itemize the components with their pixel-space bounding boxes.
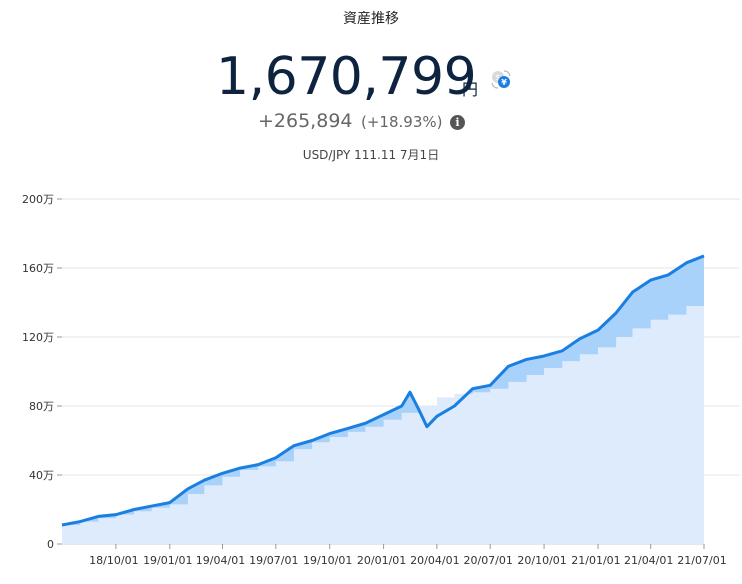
total-asset-value: 1,670,799 bbox=[216, 47, 477, 107]
area-layer bbox=[62, 255, 704, 545]
currency-switch-icon[interactable]: $ ¥ bbox=[486, 66, 514, 94]
total-value-row: 1,670,799 円 $ ¥ bbox=[0, 46, 742, 108]
x-tick-label: 19/10/01 bbox=[303, 554, 352, 567]
page-title: 資産推移 bbox=[343, 11, 399, 27]
x-tick-label: 18/10/01 bbox=[89, 554, 138, 567]
x-tick-label: 20/04/01 bbox=[410, 554, 459, 567]
x-tick-label: 20/10/01 bbox=[517, 554, 566, 567]
x-axis: 18/10/01 19/01/01 19/04/01 19/07/01 19/10/01… bbox=[89, 544, 727, 567]
x-tick-label: 19/04/01 bbox=[196, 554, 245, 567]
x-tick-label: 19/07/01 bbox=[249, 554, 298, 567]
change-row: +265,894 (+18.93%) i bbox=[0, 110, 742, 136]
svg-text:¥: ¥ bbox=[501, 78, 507, 87]
svg-text:$: $ bbox=[495, 73, 500, 82]
x-tick-label: 20/07/01 bbox=[463, 554, 512, 567]
change-amount: +265,894 bbox=[258, 110, 353, 132]
x-tick-label: 21/01/01 bbox=[571, 554, 620, 567]
x-tick-label: 19/01/01 bbox=[143, 554, 192, 567]
y-tick-label: 0 bbox=[47, 538, 54, 551]
y-tick-label: 200万 bbox=[22, 193, 54, 206]
y-tick-label: 40万 bbox=[29, 469, 54, 482]
x-tick-label: 20/01/01 bbox=[357, 554, 406, 567]
info-icon[interactable]: i bbox=[450, 115, 465, 130]
change-percent: (+18.93%) bbox=[361, 113, 443, 131]
fx-rate-note: USD/JPY 111.11 7月1日 bbox=[302, 148, 440, 162]
y-tick-label: 160万 bbox=[22, 262, 54, 275]
x-tick-label: 21/04/01 bbox=[624, 554, 673, 567]
principal-area bbox=[62, 300, 704, 544]
summary-header: 資産推移 1,670,799 円 $ ¥ +265,894 (+18.93%) … bbox=[0, 0, 742, 170]
asset-history-chart: 0 40万 80万 120万 160万 200万 18/10/01 19/01/01 19/0… bbox=[22, 193, 740, 567]
x-tick-label: 21/07/01 bbox=[677, 554, 726, 567]
currency-unit: 円 bbox=[462, 80, 479, 99]
y-tick-label: 120万 bbox=[22, 331, 54, 344]
total-value-line bbox=[61, 254, 705, 527]
y-tick-label: 80万 bbox=[29, 400, 54, 413]
line-layer bbox=[61, 254, 705, 527]
y-axis: 0 40万 80万 120万 160万 200万 bbox=[22, 193, 62, 551]
